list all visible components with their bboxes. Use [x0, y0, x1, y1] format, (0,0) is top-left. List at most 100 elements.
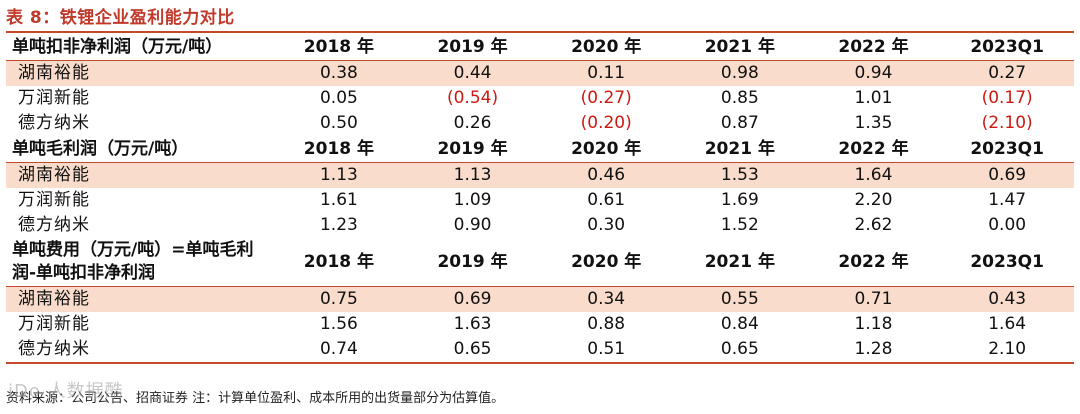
value-cell: 0.55: [673, 286, 807, 312]
company-name: 德方纳米: [18, 113, 90, 133]
value-cell: 0.44: [405, 60, 540, 86]
value-cell: (0.27): [580, 88, 632, 108]
value-cell: 0.87: [720, 113, 759, 133]
source-note: 资料来源：公司公告、招商证券 注：计算单位盈利、成本所用的出货量部分为估算值。: [6, 391, 505, 406]
company-name: 湖南裕能: [6, 162, 273, 188]
value-cell: 1.28: [806, 337, 941, 364]
value-cell: 0.50: [319, 113, 358, 133]
table-row: 德方纳米 1.23 0.90 0.30 1.52 2.62 0.00: [6, 213, 1074, 238]
value-cell: 1.18: [854, 314, 893, 334]
section-header-row: 单吨毛利润（万元/吨） 2018 年 2019 年 2020 年 2021 年 …: [6, 136, 1074, 163]
table-title: 表 8：铁锂企业盈利能力对比: [6, 8, 235, 28]
value-cell: 0.05: [319, 88, 358, 108]
value-cell: 1.69: [720, 190, 759, 210]
column-header: 2021 年: [673, 238, 807, 287]
value-cell: 0.51: [539, 337, 674, 364]
table-row: 湖南裕能 0.38 0.44 0.11 0.98 0.94 0.27: [6, 60, 1074, 86]
value-cell: 0.61: [587, 190, 626, 210]
section-header-row: 单吨扣非净利润（万元/吨） 2018 年 2019 年 2020 年 2021 …: [6, 34, 1074, 61]
column-header: 2020 年: [539, 136, 674, 163]
value-cell: 0.85: [720, 88, 759, 108]
value-cell: 0.71: [806, 286, 941, 312]
value-cell: 0.65: [405, 337, 540, 364]
column-header: 2018 年: [272, 136, 406, 163]
column-header: 2020 年: [539, 34, 674, 61]
value-cell: 0.98: [673, 60, 807, 86]
column-header: 2021 年: [673, 136, 807, 163]
company-name: 德方纳米: [18, 215, 90, 235]
value-cell: 0.69: [940, 162, 1074, 188]
value-cell: 1.13: [272, 162, 406, 188]
table-row: 湖南裕能 1.13 1.13 0.46 1.53 1.64 0.69: [6, 162, 1074, 188]
value-cell: 2.10: [940, 337, 1074, 364]
table-row: 湖南裕能 0.75 0.69 0.34 0.55 0.71 0.43: [6, 286, 1074, 312]
value-cell: 0.88: [587, 314, 626, 334]
value-cell: 1.53: [673, 162, 807, 188]
value-cell: 0.26: [453, 113, 492, 133]
section-header-label: 单吨费用（万元/吨）=单吨毛利润-单吨扣非净利润: [6, 238, 273, 287]
value-cell: 2.62: [854, 215, 893, 235]
value-cell: (0.20): [580, 113, 632, 133]
value-cell: 0.00: [988, 215, 1027, 235]
column-header: 2019 年: [405, 238, 540, 287]
value-cell: 1.23: [319, 215, 358, 235]
value-cell: 0.46: [539, 162, 674, 188]
value-cell: 1.52: [720, 215, 759, 235]
column-header: 2018 年: [272, 34, 406, 61]
column-header: 2023Q1: [940, 136, 1074, 163]
company-name: 德方纳米: [6, 337, 273, 364]
section-header-label: 单吨毛利润（万元/吨）: [6, 136, 273, 163]
column-header: 2020 年: [539, 238, 674, 287]
company-name: 湖南裕能: [6, 60, 273, 86]
value-cell: 0.27: [940, 60, 1074, 86]
profitability-table: 单吨扣非净利润（万元/吨） 2018 年 2019 年 2020 年 2021 …: [6, 34, 1074, 364]
value-cell: 1.09: [453, 190, 492, 210]
value-cell: (0.54): [446, 88, 499, 108]
company-name: 万润新能: [18, 190, 90, 210]
value-cell: 0.75: [272, 286, 406, 312]
section-header-row: 单吨费用（万元/吨）=单吨毛利润-单吨扣非净利润 2018 年 2019 年 2…: [6, 238, 1074, 287]
value-cell: 0.34: [539, 286, 674, 312]
value-cell: 1.61: [319, 190, 358, 210]
company-name: 万润新能: [18, 88, 90, 108]
value-cell: 1.64: [988, 314, 1027, 334]
section-header-label: 单吨扣非净利润（万元/吨）: [6, 34, 273, 61]
watermark: iDo 人数据酷: [8, 381, 124, 402]
value-cell: 0.84: [720, 314, 759, 334]
value-cell: 1.47: [988, 190, 1027, 210]
value-cell: 0.38: [272, 60, 406, 86]
table-row: 万润新能 1.56 1.63 0.88 0.84 1.18 1.64: [6, 312, 1074, 337]
title-divider: [6, 31, 1074, 33]
value-cell: 0.69: [405, 286, 540, 312]
value-cell: (2.10): [981, 113, 1033, 133]
value-cell: 1.35: [854, 113, 893, 133]
company-name: 湖南裕能: [6, 286, 273, 312]
value-cell: 1.56: [319, 314, 358, 334]
value-cell: 1.01: [854, 88, 893, 108]
column-header: 2019 年: [405, 34, 540, 61]
value-cell: 0.43: [940, 286, 1074, 312]
value-cell: 0.65: [673, 337, 807, 364]
column-header: 2019 年: [405, 136, 540, 163]
value-cell: 0.30: [587, 215, 626, 235]
value-cell: 1.63: [453, 314, 492, 334]
value-cell: 1.64: [806, 162, 941, 188]
value-cell: 0.90: [453, 215, 492, 235]
value-cell: 0.74: [272, 337, 406, 364]
column-header: 2022 年: [806, 34, 941, 61]
table-row: 德方纳米 0.74 0.65 0.51 0.65 1.28 2.10: [6, 337, 1074, 364]
column-header: 2022 年: [806, 136, 941, 163]
column-header: 2018 年: [272, 238, 406, 287]
value-cell: 0.11: [539, 60, 674, 86]
company-name: 万润新能: [18, 314, 90, 334]
column-header: 2021 年: [673, 34, 807, 61]
value-cell: 0.94: [806, 60, 941, 86]
column-header: 2023Q1: [940, 238, 1074, 287]
table-row: 万润新能 1.61 1.09 0.61 1.69 2.20 1.47: [6, 188, 1074, 213]
value-cell: (0.17): [981, 88, 1033, 108]
column-header: 2022 年: [806, 238, 941, 287]
column-header: 2023Q1: [940, 34, 1074, 61]
table-row: 万润新能 0.05 (0.54) (0.27) 0.85 1.01 (0.17): [6, 86, 1074, 111]
value-cell: 2.20: [854, 190, 893, 210]
table-row: 德方纳米 0.50 0.26 (0.20) 0.87 1.35 (2.10): [6, 111, 1074, 136]
